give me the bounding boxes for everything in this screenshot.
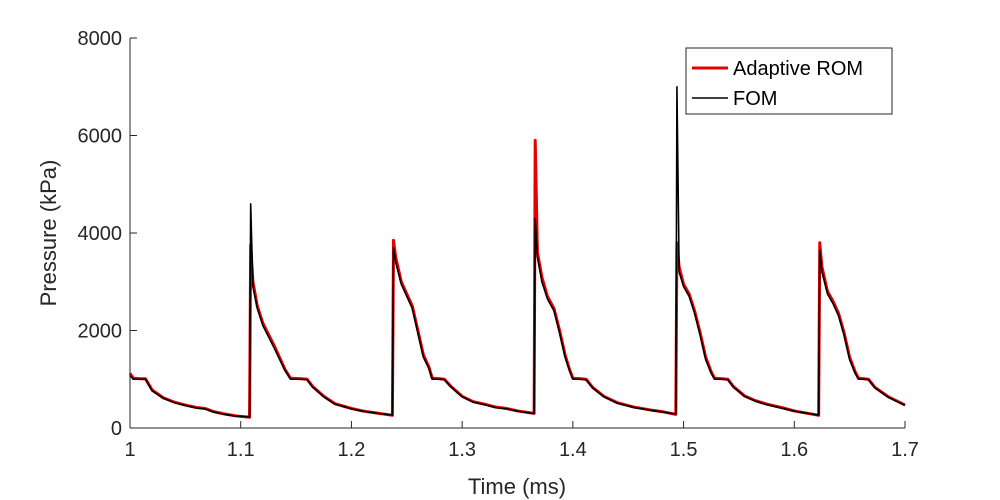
x-tick-label: 1	[124, 439, 135, 461]
y-tick-label: 0	[111, 418, 122, 440]
y-tick-label: 8000	[78, 28, 123, 50]
x-axis-label: Time (ms)	[468, 474, 566, 499]
y-ticks: 0 2000 4000 6000 8000	[78, 28, 137, 440]
legend-label-adaptive-rom: Adaptive ROM	[733, 58, 863, 80]
x-tick-label: 1.2	[338, 439, 366, 461]
y-tick-label: 2000	[78, 321, 123, 343]
x-tick-label: 1.1	[227, 439, 255, 461]
legend: Adaptive ROM FOM	[685, 47, 893, 115]
x-tick-label: 1.5	[670, 439, 698, 461]
x-ticks: 1 1.1 1.2 1.3 1.4 1.5 1.6 1.7	[124, 421, 919, 461]
x-tick-label: 1.4	[559, 439, 587, 461]
legend-box	[685, 47, 893, 115]
y-tick-label: 6000	[78, 126, 123, 148]
legend-label-fom: FOM	[733, 88, 777, 110]
x-tick-label: 1.3	[448, 439, 476, 461]
y-axis-label: Pressure (kPa)	[36, 160, 61, 307]
series-line-fom	[129, 85, 906, 418]
y-tick-label: 4000	[78, 223, 123, 245]
series-layer	[128, 85, 906, 419]
x-tick-label: 1.6	[780, 439, 808, 461]
x-tick-label: 1.7	[891, 439, 919, 461]
